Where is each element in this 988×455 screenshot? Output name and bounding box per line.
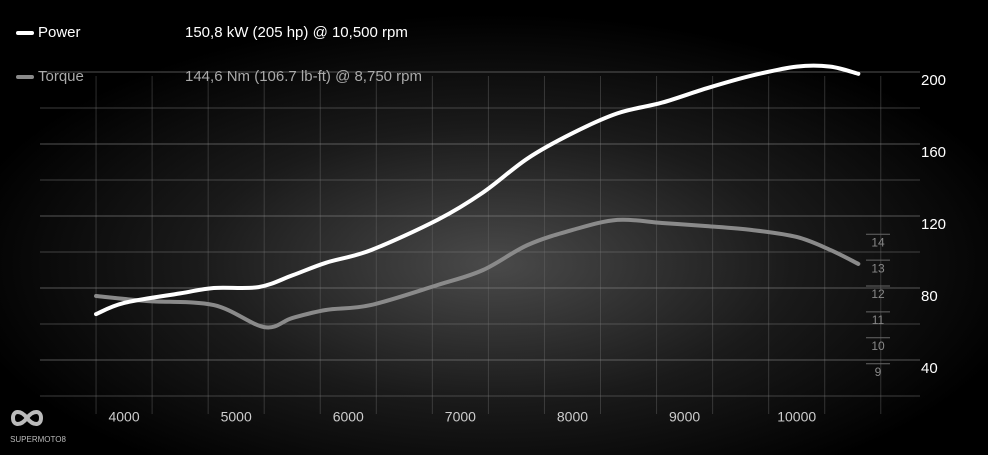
y2-tick-label: 13 (871, 261, 885, 275)
y2-tick-label: 9 (875, 365, 882, 379)
x-tick-label: 6000 (333, 409, 364, 425)
y-tick-label: 200 (921, 72, 946, 89)
legend-label: Power (38, 24, 81, 41)
logo-icon (10, 410, 44, 426)
y-tick-label: 40 (921, 360, 938, 377)
y-tick-label: 80 (921, 288, 938, 305)
series-line (94, 63, 861, 317)
legend-summary: 144,6 Nm (106.7 lb-ft) @ 8,750 rpm (185, 68, 422, 85)
y-tick-label: 160 (921, 144, 946, 161)
x-tick-label: 9000 (669, 409, 700, 425)
y-tick-label: 120 (921, 216, 946, 233)
legend-summary: 150,8 kW (205 hp) @ 10,500 rpm (185, 24, 408, 41)
series-line (94, 217, 861, 330)
y2-tick-label: 10 (871, 339, 885, 353)
logo: SUPERMOTO8 (10, 410, 66, 444)
logo-text: SUPERMOTO8 (10, 435, 66, 444)
y2-tick-label: 11 (872, 313, 885, 327)
y2-tick-label: 12 (871, 287, 885, 301)
x-tick-label: 5000 (221, 409, 252, 425)
x-tick-label: 10000 (777, 409, 816, 425)
y2-tick-label: 14 (871, 235, 885, 249)
x-tick-label: 8000 (557, 409, 588, 425)
x-tick-label: 4000 (108, 409, 139, 425)
legend-label: Torque (38, 68, 84, 85)
x-tick-label: 7000 (445, 409, 476, 425)
